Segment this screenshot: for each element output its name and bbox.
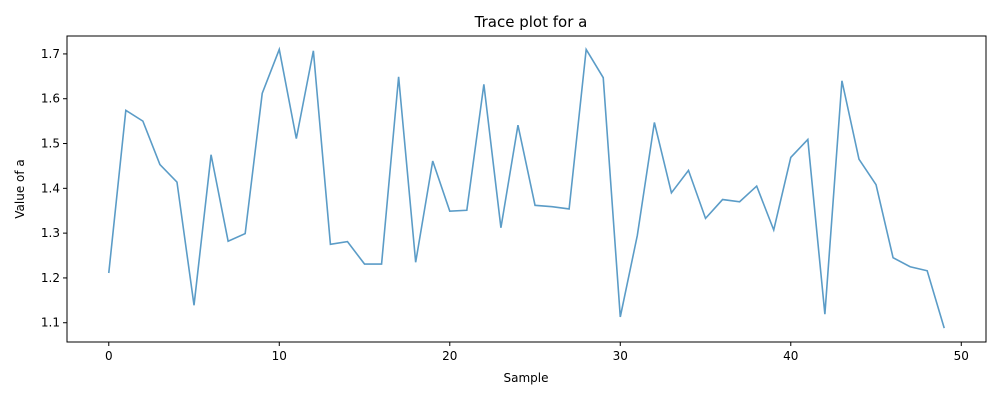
x-axis-ticks: 0 10 20 30 40 50 [105,342,969,363]
series-line [107,46,945,329]
series-layer [107,46,945,329]
y-axis-label: Value of a [13,159,27,219]
y-tick-label: 1.2 [41,271,60,285]
y-tick-label: 1.6 [41,92,60,106]
chart-title: Trace plot for a [474,13,588,31]
y-tick-label: 1.3 [41,226,60,240]
y-tick-label: 1.5 [41,137,60,151]
x-tick-label: 30 [613,349,628,363]
x-tick-label: 40 [783,349,798,363]
y-tick-label: 1.4 [41,181,60,195]
x-tick-label: 0 [105,349,113,363]
plot-background [67,36,986,342]
y-axis-ticks: 1.1 1.2 1.3 1.4 1.5 1.6 1.7 [41,47,67,330]
plot-area [66,35,987,343]
y-tick-label: 1.7 [41,47,60,61]
x-tick-label: 50 [954,349,969,363]
x-axis-label: Sample [504,371,549,385]
axes-frame [66,35,987,343]
x-tick-label: 20 [442,349,457,363]
x-tick-label: 10 [272,349,287,363]
y-tick-label: 1.1 [41,316,60,330]
